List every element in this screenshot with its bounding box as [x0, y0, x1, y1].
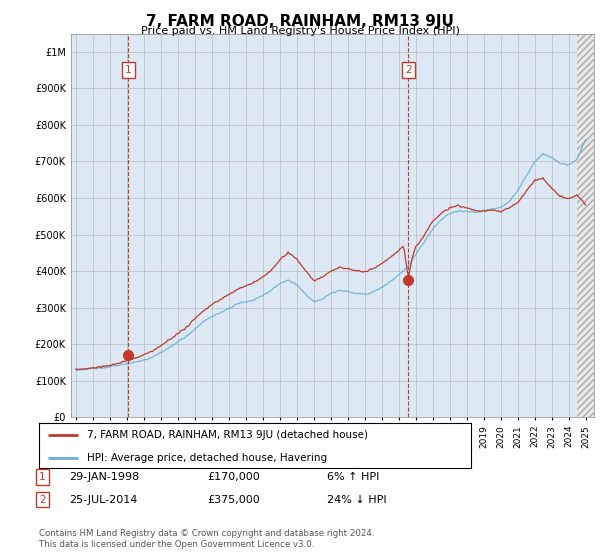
Text: 6% ↑ HPI: 6% ↑ HPI — [327, 472, 379, 482]
Text: 1: 1 — [39, 472, 46, 482]
Text: HPI: Average price, detached house, Havering: HPI: Average price, detached house, Have… — [86, 452, 326, 463]
Text: 7, FARM ROAD, RAINHAM, RM13 9JU: 7, FARM ROAD, RAINHAM, RM13 9JU — [146, 14, 454, 29]
Text: 24% ↓ HPI: 24% ↓ HPI — [327, 494, 386, 505]
Text: 2: 2 — [405, 65, 412, 75]
Text: 1: 1 — [125, 65, 131, 75]
Text: £375,000: £375,000 — [207, 494, 260, 505]
Text: Contains HM Land Registry data © Crown copyright and database right 2024.
This d: Contains HM Land Registry data © Crown c… — [39, 529, 374, 549]
Text: £170,000: £170,000 — [207, 472, 260, 482]
Bar — [577, 34, 600, 417]
Text: Price paid vs. HM Land Registry's House Price Index (HPI): Price paid vs. HM Land Registry's House … — [140, 26, 460, 36]
Text: 7, FARM ROAD, RAINHAM, RM13 9JU (detached house): 7, FARM ROAD, RAINHAM, RM13 9JU (detache… — [86, 430, 368, 440]
Text: 2: 2 — [39, 494, 46, 505]
Text: 29-JAN-1998: 29-JAN-1998 — [69, 472, 139, 482]
Text: 25-JUL-2014: 25-JUL-2014 — [69, 494, 137, 505]
